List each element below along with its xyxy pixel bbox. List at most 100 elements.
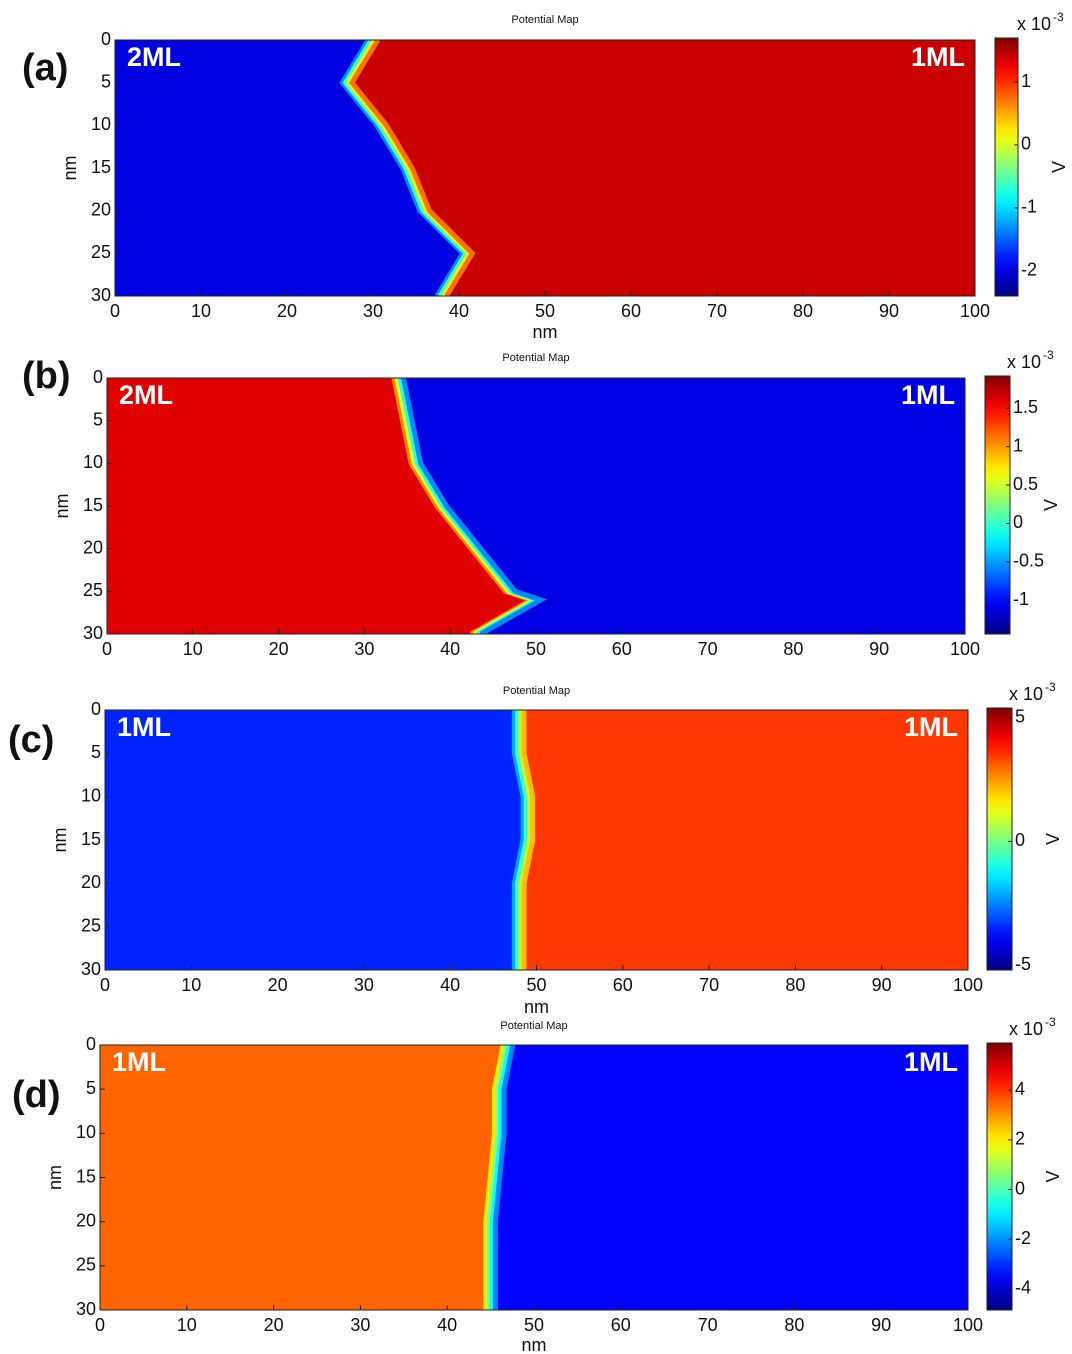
colorbar-label: V: [1041, 499, 1061, 511]
x-tick-label: 70: [699, 975, 719, 995]
x-tick-label: 80: [785, 975, 805, 995]
colorbar-label: V: [1049, 161, 1069, 173]
y-tick-label: 15: [81, 829, 101, 849]
x-tick-label: 90: [879, 301, 899, 321]
x-tick-label: 60: [613, 975, 633, 995]
colorbar-exponent: -3: [1043, 348, 1054, 362]
colorbar-exponent: -3: [1045, 1015, 1056, 1029]
colorbar-label: V: [1043, 833, 1063, 845]
y-tick-label: 30: [91, 285, 111, 305]
x-tick-label: 70: [698, 1315, 718, 1335]
x-tick-label: 90: [869, 639, 889, 659]
boundary: [521, 710, 536, 970]
colorbar-tick-label: 1: [1021, 71, 1031, 91]
colorbar-tick-label: 0: [1015, 1178, 1025, 1198]
region-label: 1ML: [112, 1047, 166, 1077]
colorbar-scale: x 10: [1009, 1019, 1043, 1039]
x-tick-label: 10: [181, 975, 201, 995]
chart-title: Potential Map: [511, 14, 578, 26]
colorbar-tick-label: -1: [1021, 197, 1037, 217]
x-tick-label: 0: [100, 975, 110, 995]
left-region: [115, 40, 468, 296]
boundary: [511, 710, 526, 970]
left-region: [105, 710, 528, 970]
x-tick-label: 10: [183, 639, 203, 659]
heatmap: [105, 710, 968, 970]
colorbar: [986, 1042, 1013, 1311]
y-tick-label: 30: [83, 623, 103, 643]
colorbar-tick-label: -1: [1013, 589, 1029, 609]
x-tick-label: 40: [440, 639, 460, 659]
y-tick-label: 30: [76, 1299, 96, 1319]
x-tick-label: 40: [440, 975, 460, 995]
colorbar-tick-label: 0: [1013, 512, 1023, 532]
y-tick-label: 10: [81, 785, 101, 805]
x-tick-label: 100: [953, 975, 983, 995]
y-tick-label: 10: [83, 452, 103, 472]
x-tick-label: 60: [612, 639, 632, 659]
x-tick-label: 50: [535, 301, 555, 321]
x-tick-label: 20: [264, 1315, 284, 1335]
x-tick-label: 50: [526, 975, 546, 995]
colorbar-tick-label: -4: [1015, 1278, 1031, 1298]
x-tick-label: 20: [269, 639, 289, 659]
region-label: 2ML: [127, 42, 181, 72]
x-tick-label: 40: [449, 301, 469, 321]
region-label: 2ML: [119, 380, 173, 410]
y-tick-label: 10: [76, 1122, 96, 1142]
panel-label: (a): [22, 47, 68, 89]
x-axis-label: nm: [532, 322, 557, 342]
x-tick-label: 40: [437, 1315, 457, 1335]
x-tick-label: 30: [350, 1315, 370, 1335]
chart-title: Potential Map: [503, 685, 570, 697]
x-tick-label: 0: [102, 639, 112, 659]
y-tick-label: 20: [91, 199, 111, 219]
colorbar-exponent: -3: [1053, 10, 1064, 24]
colorbar-tick-label: -5: [1015, 954, 1031, 974]
panel-label: (c): [8, 719, 54, 761]
y-tick-label: 15: [91, 157, 111, 177]
heatmap: [100, 1045, 968, 1310]
y-tick-label: 5: [101, 71, 111, 91]
panel-label: (b): [22, 355, 71, 397]
left-region: [100, 1045, 508, 1310]
chart-title: Potential Map: [502, 352, 569, 364]
x-tick-label: 30: [354, 639, 374, 659]
y-axis-label: nm: [60, 155, 80, 180]
colorbar-tick-label: -2: [1015, 1228, 1031, 1248]
x-tick-label: 50: [524, 1315, 544, 1335]
boundary: [489, 1045, 513, 1310]
right-region: [347, 40, 975, 296]
x-tick-label: 70: [698, 639, 718, 659]
x-tick-label: 70: [707, 301, 727, 321]
x-tick-label: 100: [950, 639, 980, 659]
x-tick-label: 90: [872, 975, 892, 995]
colorbar-tick-label: -2: [1021, 260, 1037, 280]
boundary: [401, 378, 547, 634]
x-axis-label: nm: [524, 997, 549, 1017]
boundary: [486, 1045, 509, 1310]
y-tick-label: 0: [91, 699, 101, 719]
x-tick-label: 20: [268, 975, 288, 995]
right-region: [519, 710, 968, 970]
boundary: [348, 40, 476, 296]
x-tick-label: 60: [621, 301, 641, 321]
colorbar-scale: x 10: [1009, 684, 1043, 704]
colorbar-exponent: -3: [1045, 680, 1056, 694]
colorbar-tick-label: 0: [1021, 134, 1031, 154]
y-tick-label: 20: [83, 537, 103, 557]
region-label: 1ML: [904, 712, 958, 742]
right-region: [398, 378, 965, 634]
x-axis-label: nm: [521, 1335, 546, 1354]
y-tick-label: 25: [81, 915, 101, 935]
y-tick-label: 25: [76, 1255, 96, 1275]
y-tick-label: 10: [91, 114, 111, 134]
boundary: [483, 1045, 506, 1310]
y-tick-label: 15: [83, 495, 103, 515]
chart-title: Potential Map: [500, 1020, 567, 1032]
region-label: 1ML: [901, 380, 955, 410]
y-tick-label: 20: [81, 872, 101, 892]
colorbar-tick-label: 2: [1015, 1129, 1025, 1149]
colorbar-label: V: [1043, 1170, 1063, 1182]
colorbar-scale: x 10: [1017, 14, 1051, 34]
